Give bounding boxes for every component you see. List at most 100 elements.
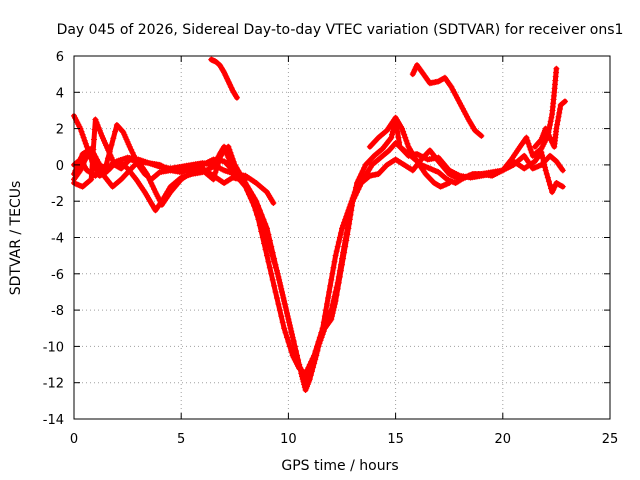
- data-point: [532, 164, 539, 171]
- data-point: [95, 124, 102, 131]
- data-point: [318, 329, 325, 336]
- data-point: [344, 231, 351, 238]
- data-point: [312, 347, 319, 354]
- data-point: [451, 89, 458, 96]
- x-tick-label: 10: [280, 432, 297, 447]
- data-point: [331, 258, 338, 265]
- data-point: [133, 158, 140, 165]
- data-point: [543, 170, 550, 177]
- data-point: [334, 243, 341, 250]
- data-point: [478, 132, 485, 139]
- data-point: [262, 220, 269, 227]
- data-point: [73, 181, 80, 188]
- data-point: [86, 154, 93, 161]
- data-point: [228, 152, 235, 159]
- data-point: [281, 325, 288, 332]
- data-point: [265, 231, 272, 238]
- data-point: [283, 310, 290, 317]
- data-point: [83, 143, 90, 150]
- data-point: [291, 343, 298, 350]
- data-point: [555, 113, 562, 120]
- data-point: [285, 338, 292, 345]
- data-point: [558, 183, 565, 190]
- data-point: [389, 128, 396, 135]
- data-point: [328, 276, 335, 283]
- data-point: [91, 136, 98, 143]
- data-point: [537, 137, 544, 144]
- data-point: [151, 186, 158, 193]
- data-point: [226, 146, 233, 153]
- data-point: [213, 165, 220, 172]
- series-track-6: [208, 56, 240, 101]
- data-point: [320, 319, 327, 326]
- data-point: [331, 304, 338, 311]
- data-point: [526, 143, 533, 150]
- data-point: [329, 270, 336, 277]
- data-point: [403, 137, 410, 144]
- y-tick-label: -4: [51, 232, 64, 247]
- data-point: [462, 111, 469, 118]
- data-point: [233, 94, 240, 101]
- data-point: [93, 159, 100, 166]
- data-point: [545, 178, 552, 185]
- data-point: [554, 117, 561, 124]
- data-point: [358, 170, 365, 177]
- data-point: [337, 229, 344, 236]
- data-point: [93, 119, 100, 126]
- data-point: [441, 181, 448, 188]
- y-tick-label: -2: [51, 195, 64, 210]
- data-point: [220, 68, 227, 75]
- data-point: [116, 177, 123, 184]
- data-point: [110, 135, 117, 142]
- data-point: [248, 193, 255, 200]
- data-point: [382, 128, 389, 135]
- data-point: [81, 137, 88, 144]
- data-point: [253, 211, 260, 218]
- data-point: [309, 355, 316, 362]
- data-point: [316, 334, 323, 341]
- data-point: [273, 267, 280, 274]
- data-point: [126, 143, 133, 150]
- data-point: [78, 183, 85, 190]
- data-point: [402, 134, 409, 141]
- data-point: [534, 163, 541, 170]
- series-track-3: [71, 65, 560, 386]
- data-point: [546, 121, 553, 128]
- y-tick-label: -6: [51, 268, 64, 283]
- data-point: [91, 155, 98, 162]
- data-point: [256, 222, 263, 229]
- data-point: [230, 158, 237, 165]
- x-tick-label: 0: [70, 432, 78, 447]
- data-point: [246, 189, 253, 196]
- data-point: [275, 273, 282, 280]
- data-point: [350, 192, 357, 199]
- x-tick-label: 25: [602, 432, 619, 447]
- data-point: [265, 258, 272, 265]
- data-point: [271, 282, 278, 289]
- data-point: [547, 118, 554, 125]
- data-point: [313, 343, 320, 350]
- data-point: [359, 167, 366, 174]
- data-point: [103, 161, 110, 168]
- data-point: [106, 148, 113, 155]
- data-point: [131, 152, 138, 159]
- data-point: [458, 102, 465, 109]
- y-tick-label: 2: [56, 123, 64, 138]
- data-point: [225, 143, 232, 150]
- data-point: [335, 279, 342, 286]
- data-point: [252, 207, 259, 214]
- x-tick-label: 5: [177, 432, 185, 447]
- data-point: [394, 130, 401, 137]
- data-point: [227, 149, 234, 156]
- data-point: [337, 267, 344, 274]
- data-point: [448, 83, 455, 90]
- data-point: [282, 304, 289, 311]
- data-point: [322, 307, 329, 314]
- data-point: [268, 243, 275, 250]
- data-point: [449, 86, 456, 93]
- data-point: [335, 239, 342, 246]
- data-point: [233, 93, 240, 100]
- data-point: [531, 164, 538, 171]
- chart-title: Day 045 of 2026, Sidereal Day-to-day VTE…: [57, 22, 624, 38]
